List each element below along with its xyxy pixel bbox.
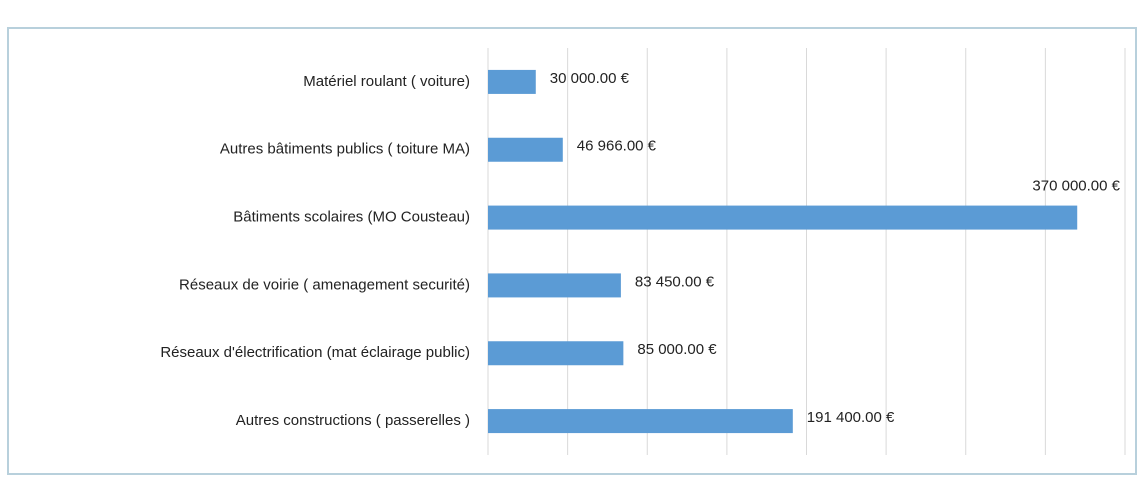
category-label: Réseaux de voirie ( amenagement securité… (179, 276, 470, 293)
bar (488, 137, 563, 162)
bar (488, 341, 624, 366)
category-label: Autres bâtiments publics ( toiture MA) (220, 141, 470, 158)
category-label: Réseaux d'électrification (mat éclairage… (160, 344, 470, 361)
bar (488, 273, 621, 298)
bar (488, 409, 793, 434)
category-label: Matériel roulant ( voiture) (303, 73, 470, 90)
data-label: 370 000.00 € (1032, 178, 1120, 195)
bar (488, 205, 1078, 230)
data-label: 85 000.00 € (637, 341, 717, 358)
chart-frame (7, 27, 1137, 475)
data-label: 83 450.00 € (635, 273, 715, 290)
category-label: Bâtiments scolaires (MO Cousteau) (233, 209, 470, 226)
data-label: 46 966.00 € (577, 138, 657, 155)
data-label: 30 000.00 € (550, 70, 630, 87)
bar (488, 69, 536, 94)
data-label: 191 400.00 € (807, 409, 895, 426)
category-label: Autres constructions ( passerelles ) (236, 412, 470, 429)
